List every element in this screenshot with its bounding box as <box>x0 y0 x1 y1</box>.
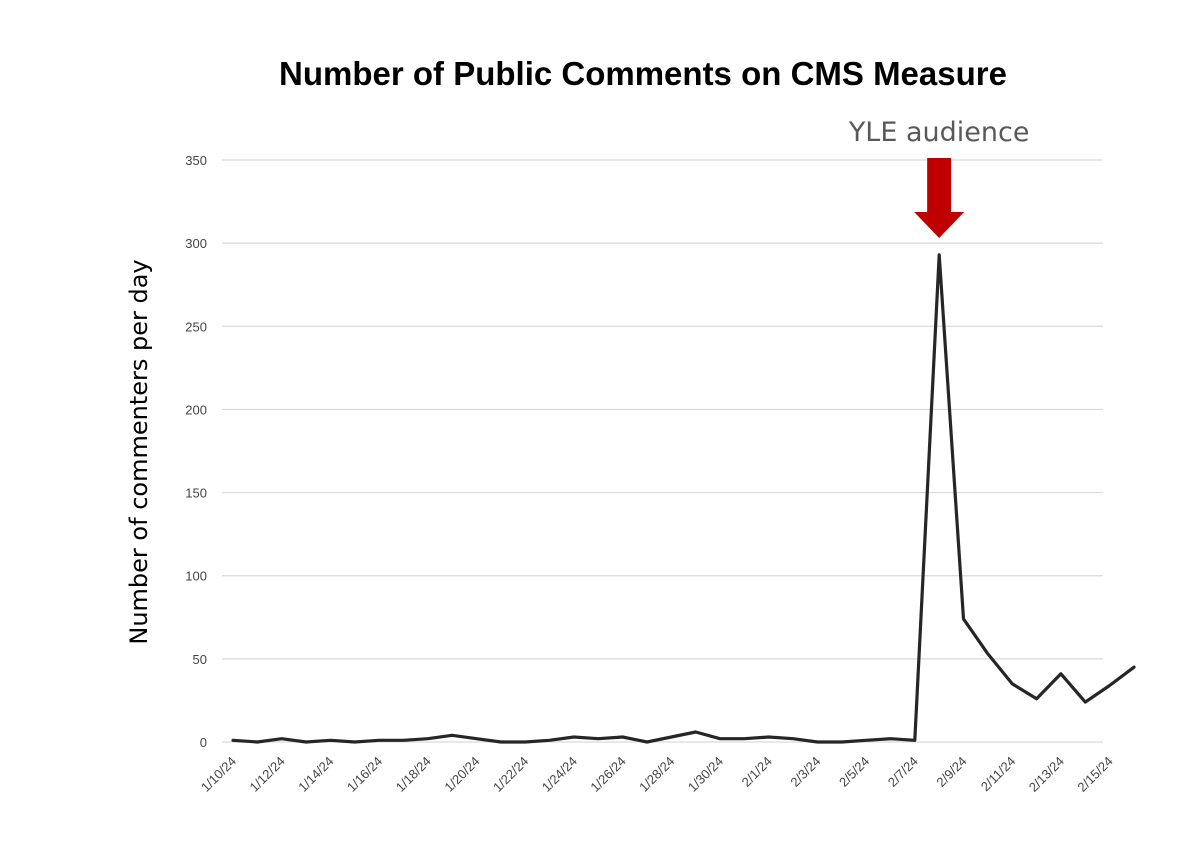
x-tick-label: 1/18/24 <box>393 754 434 795</box>
x-tick-label: 2/7/24 <box>885 754 921 790</box>
x-tick-label: 1/16/24 <box>344 754 385 795</box>
x-tick-label: 1/14/24 <box>295 754 336 795</box>
x-tick-label: 2/15/24 <box>1074 754 1115 795</box>
y-tick-label: 350 <box>185 153 207 168</box>
y-tick-label: 200 <box>185 402 207 417</box>
y-tick-label: 100 <box>185 569 207 584</box>
y-tick-label: 150 <box>185 486 207 501</box>
y-axis-label: Number of commenters per day <box>125 259 153 644</box>
x-tick-label: 1/30/24 <box>685 754 726 795</box>
x-tick-label: 1/20/24 <box>441 754 482 795</box>
annotation-group: YLE audience <box>848 117 1030 238</box>
y-axis-ticks: 0 50 100 150 200 250 300 350 <box>185 153 207 750</box>
x-tick-label: 1/24/24 <box>539 754 580 795</box>
x-tick-label: 2/3/24 <box>787 754 823 790</box>
y-tick-label: 0 <box>200 735 207 750</box>
x-tick-label: 1/26/24 <box>587 754 628 795</box>
x-tick-label: 1/10/24 <box>198 754 239 795</box>
series-line <box>231 253 1136 744</box>
y-tick-label: 50 <box>193 652 207 667</box>
x-tick-label: 1/12/24 <box>247 754 288 795</box>
x-tick-label: 2/11/24 <box>978 754 1019 795</box>
annotation-label: YLE audience <box>848 117 1030 148</box>
y-tick-label: 250 <box>185 319 207 334</box>
y-tick-label: 300 <box>185 236 207 251</box>
down-arrow-icon <box>914 158 965 238</box>
series-group <box>231 253 1136 744</box>
x-tick-label: 2/9/24 <box>933 754 969 790</box>
x-tick-label: 2/5/24 <box>836 754 872 790</box>
x-tick-label: 1/22/24 <box>490 754 531 795</box>
x-tick-label: 1/28/24 <box>636 754 677 795</box>
gridlines <box>222 159 1103 743</box>
x-axis-ticks: 1/10/24 1/12/24 1/14/24 1/16/24 1/18/24 1/20/… <box>198 754 1116 795</box>
chart-title: Number of Public Comments on CMS Measure <box>279 55 1007 92</box>
x-tick-label: 2/13/24 <box>1026 754 1067 795</box>
x-tick-label: 2/1/24 <box>739 754 775 790</box>
